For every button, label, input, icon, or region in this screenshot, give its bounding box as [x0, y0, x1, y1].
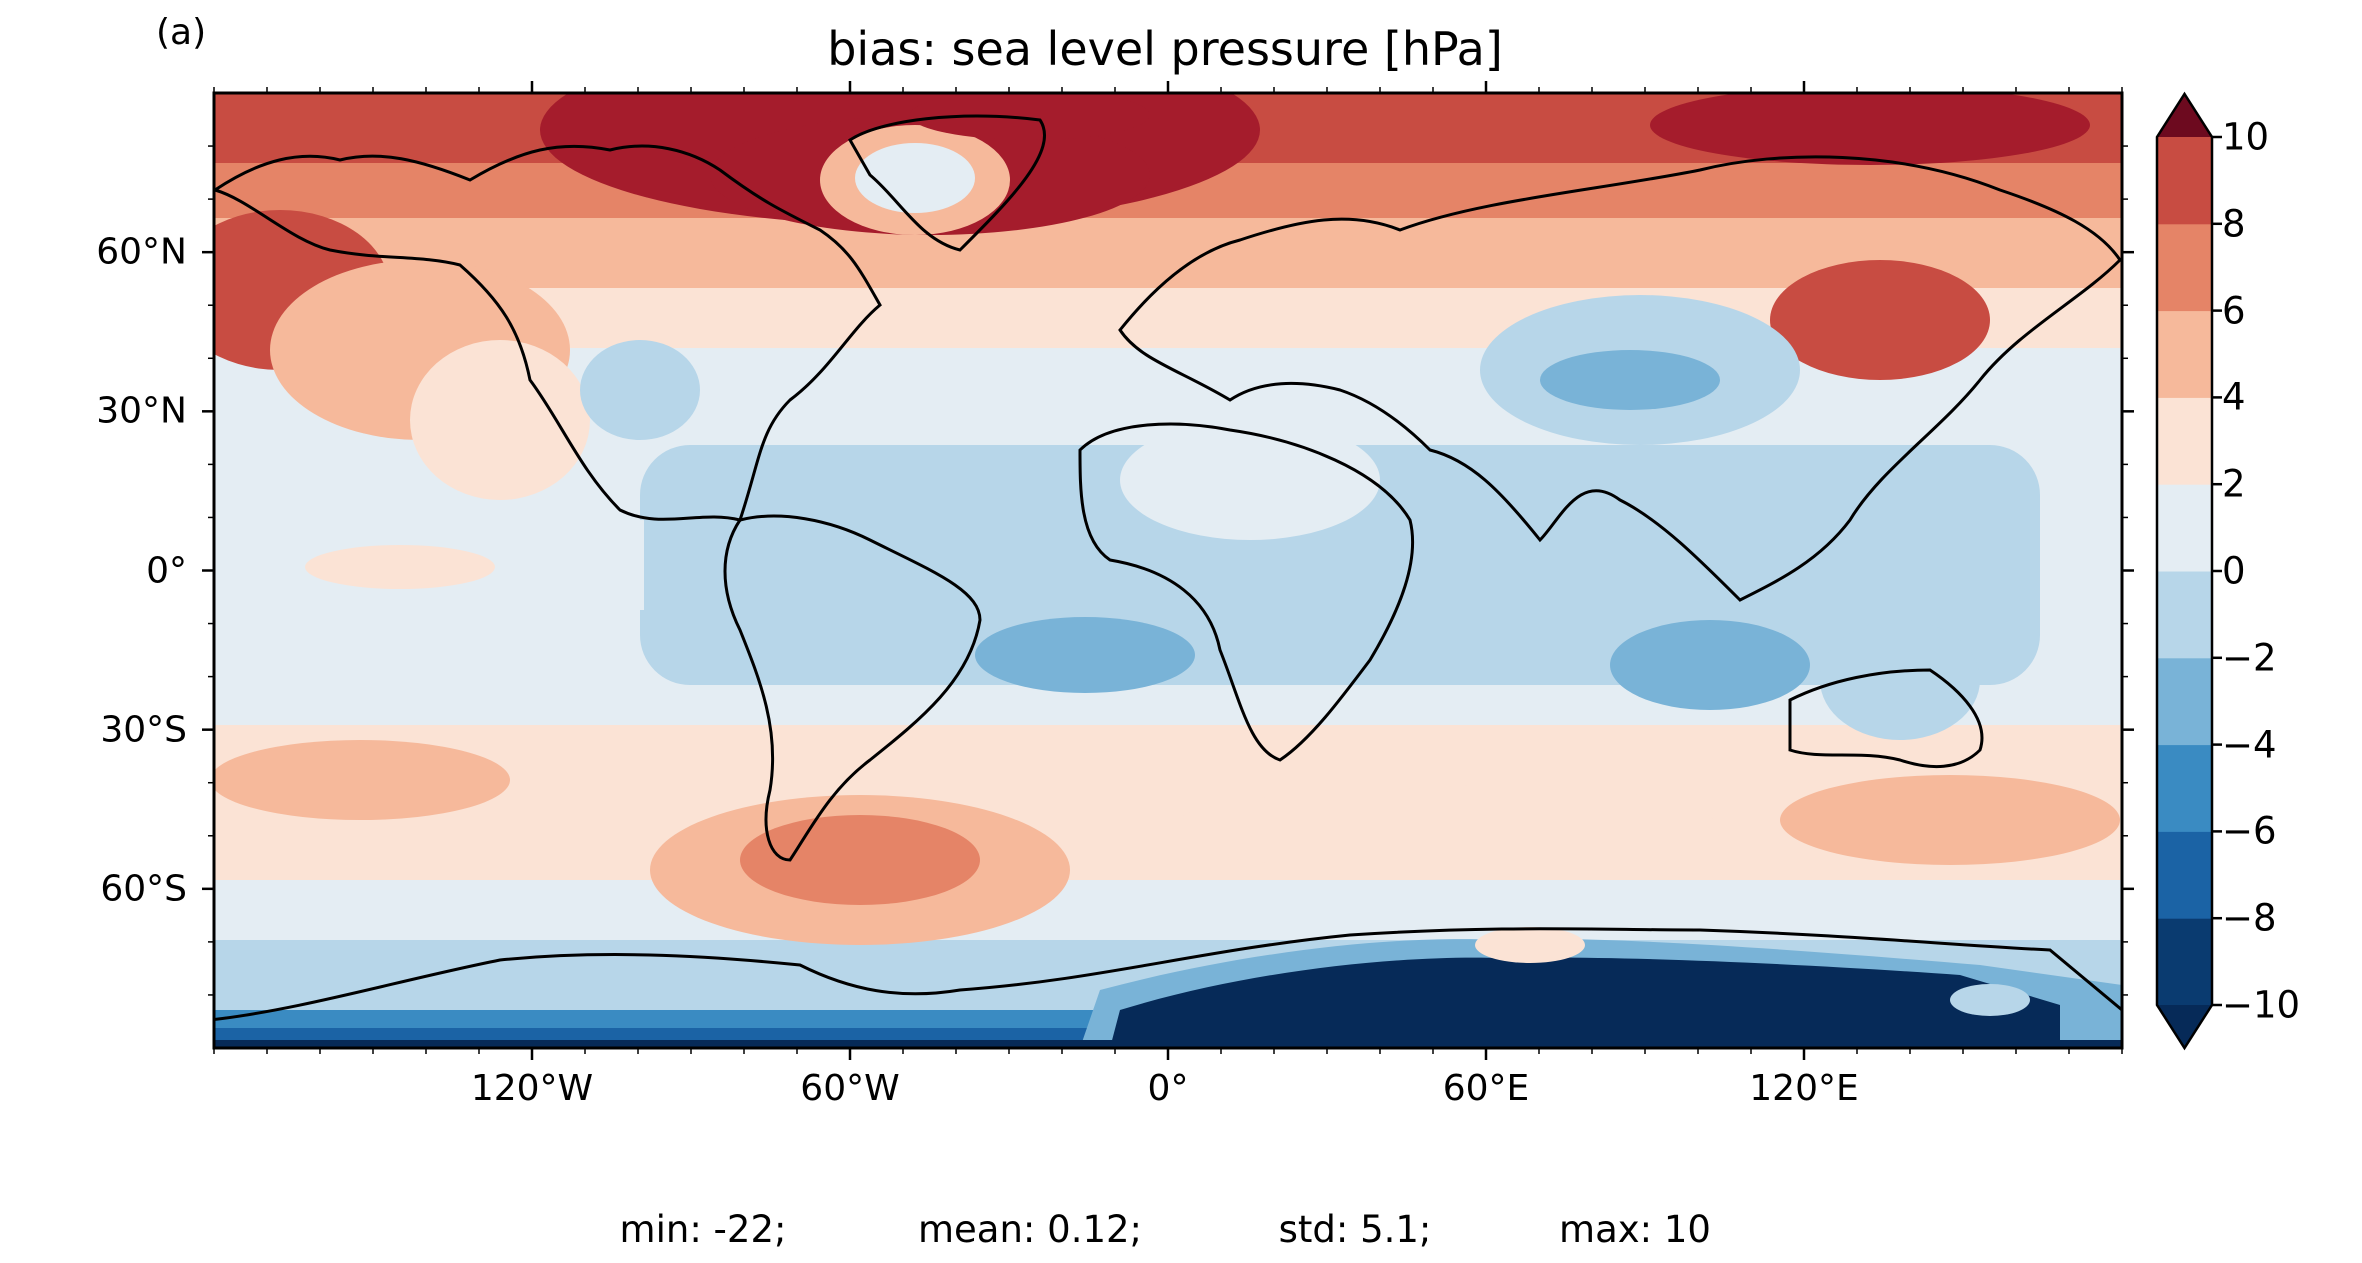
colorbar-block	[2157, 223, 2212, 312]
colorbar-tick-label: −6	[2222, 809, 2277, 853]
lon-tick-label: 60°W	[800, 1068, 900, 1109]
lon-tick-label: 0°	[1147, 1068, 1189, 1109]
colorbar	[2155, 91, 2222, 1051]
lon-tick-label: 120°E	[1749, 1068, 1859, 1109]
colorbar-tick-label: 6	[2222, 289, 2246, 333]
lon-tick-label: 60°E	[1442, 1068, 1530, 1109]
panel-label: (a)	[156, 12, 207, 53]
colorbar-tick-label: 10	[2222, 115, 2270, 159]
colorbar-tick-label: −4	[2222, 723, 2277, 767]
colorbar-under-arrow	[2157, 1005, 2212, 1048]
colorbar-tick-label: 8	[2222, 202, 2246, 246]
colorbar-over-arrow	[2157, 94, 2212, 137]
stat-std: std: 5.1;	[1278, 1208, 1432, 1251]
stat-max: max: 10	[1559, 1208, 1711, 1251]
colorbar-block	[2157, 571, 2212, 659]
axis-ticks	[202, 81, 2134, 1060]
colorbar-tick-label: −8	[2222, 896, 2277, 940]
lat-tick-label: 30°S	[100, 709, 187, 751]
colorbar-block	[2157, 657, 2212, 746]
lat-tick-label: 60°N	[96, 231, 187, 273]
colorbar-tick-label: −10	[2222, 983, 2301, 1027]
bias-field	[214, 93, 2122, 1048]
colorbar-tick-label: −2	[2222, 636, 2277, 680]
stat-min: min: -22;	[619, 1208, 787, 1251]
lat-tick-label: 60°S	[100, 868, 187, 910]
lat-tick-label: 0°	[146, 550, 187, 591]
colorbar-block	[2157, 744, 2212, 832]
colorbar-block	[2157, 397, 2212, 485]
lat-tick-label: 30°N	[96, 390, 187, 432]
colorbar-tick-label: 2	[2222, 462, 2246, 506]
colorbar-tick-label: 4	[2222, 375, 2246, 419]
colorbar-block	[2157, 831, 2212, 919]
coastlines	[214, 114, 2122, 1022]
colorbar-tick-label: 0	[2222, 549, 2246, 593]
colorbar-block	[2157, 137, 2212, 225]
stat-mean: mean: 0.12;	[917, 1208, 1143, 1251]
colorbar-block	[2157, 918, 2212, 1006]
map-title: bias: sea level pressure [hPa]	[827, 22, 1503, 76]
colorbar-block	[2157, 484, 2212, 572]
lon-tick-label: 120°W	[470, 1068, 594, 1109]
colorbar-block	[2157, 310, 2212, 398]
